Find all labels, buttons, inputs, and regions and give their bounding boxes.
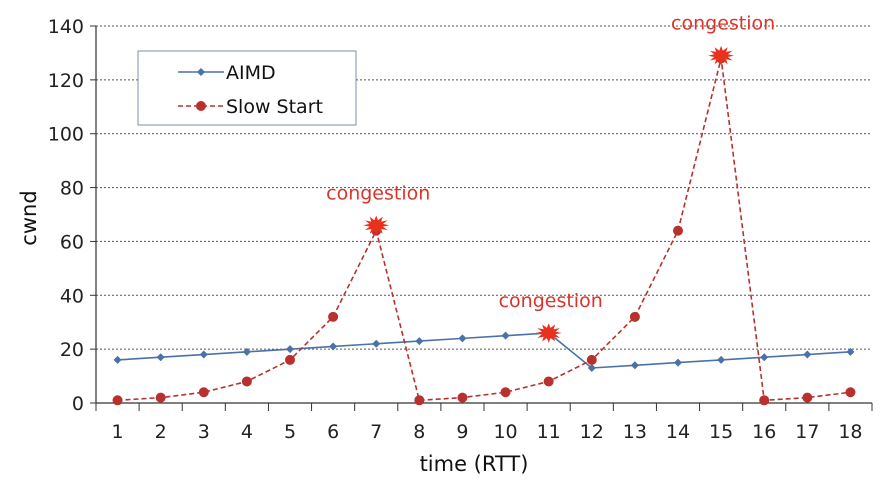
y-tick-label: 60: [60, 231, 84, 253]
series-line: [117, 332, 851, 369]
axes: [90, 25, 873, 411]
congestion-burst-icon: [363, 215, 390, 235]
data-point: [717, 355, 726, 364]
data-point: [501, 331, 510, 340]
data-point: [457, 392, 468, 403]
x-tick-label: 2: [155, 421, 167, 443]
annotation-labels: congestion congestion congestion: [326, 13, 775, 312]
data-point: [846, 347, 855, 356]
x-tick-label: 18: [838, 421, 862, 443]
legend-box: [137, 50, 357, 126]
y-tick-labels: 0 20 40 60 80 100 120 140: [48, 16, 84, 415]
data-point: [845, 387, 856, 398]
x-tick-label: 9: [456, 421, 468, 443]
data-point: [199, 350, 208, 359]
data-point: [673, 225, 683, 236]
data-point: [415, 337, 424, 346]
legend-marker: [197, 68, 205, 76]
annotation-label: congestion: [671, 13, 775, 35]
data-point: [760, 353, 769, 362]
data-point: [242, 347, 251, 356]
x-tick-label: 13: [623, 421, 647, 443]
legend-item-aimd: AIMD: [178, 62, 276, 84]
y-tick-label: 140: [48, 16, 84, 38]
x-tick-label: 12: [580, 421, 604, 443]
data-point: [113, 355, 122, 364]
legend: AIMD Slow Start: [137, 50, 357, 126]
legend-label: AIMD: [226, 62, 276, 84]
x-tick-label: 10: [493, 421, 517, 443]
data-point: [414, 395, 425, 406]
congestion-markers: [363, 45, 735, 343]
data-point: [155, 392, 166, 403]
series-line: [117, 58, 851, 402]
y-tick-label: 120: [48, 70, 84, 92]
data-point: [630, 361, 639, 370]
congestion-burst-icon: [535, 323, 562, 343]
data-point: [112, 395, 123, 406]
data-point: [587, 363, 596, 372]
x-tick-label: 11: [537, 421, 561, 443]
data-point: [198, 387, 209, 398]
x-tick-label: 16: [752, 421, 776, 443]
annotation-label: congestion: [326, 182, 430, 204]
data-point: [328, 311, 339, 322]
data-point: [241, 376, 252, 387]
x-tick-label: 3: [198, 421, 210, 443]
x-tick-label: 14: [666, 421, 690, 443]
congestion-burst-icon: [708, 45, 735, 66]
data-point: [329, 342, 338, 351]
y-tick-label: 20: [60, 339, 84, 361]
series-slow-start: [112, 53, 856, 406]
x-tick-label: 8: [413, 421, 425, 443]
x-axis-label: time (RTT): [420, 452, 529, 476]
data-point: [458, 334, 467, 343]
y-axis-label: cwnd: [17, 190, 41, 245]
x-tick-label: 6: [327, 421, 339, 443]
legend-label: Slow Start: [226, 96, 323, 118]
x-tick-label: 5: [284, 421, 296, 443]
legend-item-slow-start: Slow Start: [178, 96, 323, 118]
x-tick-label: 1: [112, 421, 124, 443]
x-tick-label: 17: [795, 421, 819, 443]
y-tick-label: 100: [48, 124, 84, 146]
annotation-label: congestion: [499, 290, 603, 312]
data-point: [803, 350, 812, 359]
series-group: [112, 53, 856, 406]
data-point: [543, 376, 554, 387]
x-tick-label: 4: [241, 421, 253, 443]
y-tick-label: 40: [60, 285, 84, 307]
y-tick-label: 80: [60, 178, 84, 200]
series-aimd: [113, 328, 855, 372]
data-point: [674, 358, 682, 367]
data-point: [759, 395, 770, 406]
data-point: [372, 339, 381, 348]
data-point: [586, 354, 597, 365]
grid-lines: [96, 25, 872, 350]
x-tick-label: 15: [709, 421, 733, 443]
x-tick-label: 7: [370, 421, 382, 443]
data-point: [802, 392, 813, 403]
data-point: [156, 353, 165, 362]
data-point: [286, 345, 294, 354]
x-tick-labels: 1 2 3 4 5 6 7 8 9 10 11 12 13 14 15 16 17 18: [112, 421, 863, 443]
legend-marker: [196, 101, 206, 111]
data-point: [629, 311, 640, 322]
data-point: [500, 387, 511, 398]
y-tick-label: 0: [72, 393, 84, 415]
data-point: [285, 354, 295, 365]
